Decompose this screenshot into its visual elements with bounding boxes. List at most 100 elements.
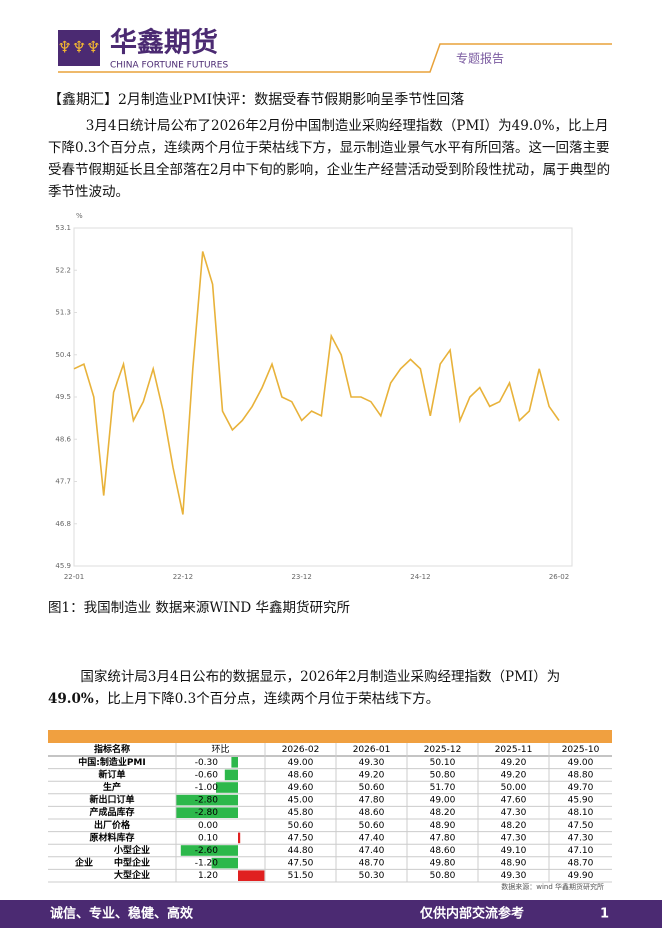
table-cell: 47.80 [430,833,456,843]
y-tick-label: 45.9 [55,562,71,570]
y-tick-label: 47.7 [55,478,71,486]
brand: 华鑫期货 [110,27,218,59]
group-label: 企业 [74,857,93,869]
y-tick-label: 49.5 [55,393,71,401]
change-label: -2.80 [195,796,219,806]
brand-en: CHINA FORTUNE FUTURES [110,61,228,71]
table-cell: 47.10 [568,846,594,856]
table-header: 2025-10 [562,745,600,755]
table-cell: 50.60 [288,821,314,831]
footer-bar [0,900,662,928]
table-cell: 47.40 [359,833,385,843]
table-cell: 47.60 [501,796,527,806]
change-label: 0.00 [198,821,218,831]
table-cell: 47.80 [359,796,385,806]
row-label: 中国:制造业PMI [78,756,146,768]
table-cell: 48.80 [568,770,594,780]
y-tick-label: 48.6 [55,435,71,443]
paragraph: 3月4日统计局公布了2026年2月份中国制造业采购经理指数（PMI）为49.0%… [48,118,611,200]
logo-icon [58,30,100,66]
change-bar [180,845,238,856]
table-source: 数据来源：wind 华鑫期货研究所 [501,882,604,891]
table-cell: 47.40 [359,846,385,856]
table-cell: 49.70 [568,783,594,793]
x-tick-label: 24-12 [410,573,430,581]
change-bar [211,857,238,869]
table-cell: 51.70 [430,783,456,793]
y-tick-label: 51.3 [55,309,71,317]
logo-mark: ♆♆♆ [57,38,100,57]
row-label: 产成品库存 [89,806,134,818]
table-cell: 48.70 [359,859,385,869]
table-cell: 48.60 [359,808,385,818]
table-cell: 48.60 [288,770,314,780]
table-cell: 47.30 [501,808,527,818]
change-bar [238,870,265,881]
table-cell: 49.30 [501,871,527,881]
table-cell: 48.20 [430,808,456,818]
table-cell: 49.30 [359,758,385,768]
change-label: -1.00 [195,783,219,793]
figure-caption: 图1：我国制造业 数据来源WIND 华鑫期货研究所 [48,600,351,616]
y-tick-label: 52.2 [55,266,71,274]
change-label: -2.60 [195,846,219,856]
change-label: -1.20 [195,859,219,869]
table-cell: 49.00 [288,758,314,768]
row-label: 大型企业 [114,869,150,881]
table-cell: 50.80 [430,871,456,881]
page-number: 1 [600,907,609,922]
row-label: 原材料库存 [89,831,134,843]
table-cell: 50.30 [359,871,385,881]
bold-text: 49.0% [48,691,94,707]
change-label: -0.60 [195,770,219,780]
change-label: 0.10 [198,833,218,843]
text: 国家统计局3月4日公布的数据显示，2026年2月制造业采购经理指数（PMI）为 [80,669,561,685]
table-cell: 47.50 [288,833,314,843]
table-cell: 49.90 [568,871,594,881]
table-header: 2025-12 [424,745,462,755]
table-band [48,730,612,743]
table-cell: 50.60 [359,783,385,793]
paragraph: 国家统计局3月4日公布的数据显示，2026年2月制造业采购经理指数（PMI）为 4… [48,666,612,710]
change-bar [176,807,238,818]
table-cell: 47.30 [501,833,527,843]
table-cell: 50.60 [359,821,385,831]
table-header: 2026-01 [353,745,391,755]
change-bar [176,794,238,806]
table-cell: 49.20 [501,770,527,780]
table-cell: 49.20 [359,770,385,780]
table-cell: 49.80 [430,859,456,869]
row-label: 小型企业 [113,844,150,856]
y-tick-label: 50.4 [55,351,71,359]
change-label: -2.80 [195,808,219,818]
x-tick-label: 22-12 [173,573,193,581]
table-header: 环比 [211,743,229,755]
table-cell: 45.00 [288,796,314,806]
table-cell: 48.70 [568,859,594,869]
table-cell: 49.60 [288,783,314,793]
change-bar [238,832,241,844]
change-label: 1.20 [198,871,218,881]
table-header: 指标名称 [94,743,130,755]
report-type: 专题报告 [456,51,504,66]
table-cell: 47.30 [568,833,594,843]
table-cell: 47.50 [288,859,314,869]
x-tick-label: 26-02 [549,573,569,581]
y-tick-label: 53.1 [55,224,71,232]
data-line [73,251,560,515]
x-tick-label: 23-12 [291,573,311,581]
change-bar [224,769,238,781]
row-label: 中型企业 [114,857,150,869]
y-unit: % [76,212,83,220]
table-header: 2026-02 [282,745,320,755]
text: ，比上月下降0.3个百分点，连续两个月位于荣枯线下方。 [93,691,440,707]
row-label: 新出口订单 [89,794,134,806]
footer-notice: 仅供内部交流参考 [419,906,524,922]
table-cell: 50.00 [501,783,527,793]
change-label: -0.30 [195,758,219,768]
change-bar [231,757,238,768]
table-cell: 49.20 [501,758,527,768]
table-cell: 49.00 [568,758,594,768]
table-cell: 44.80 [288,846,314,856]
